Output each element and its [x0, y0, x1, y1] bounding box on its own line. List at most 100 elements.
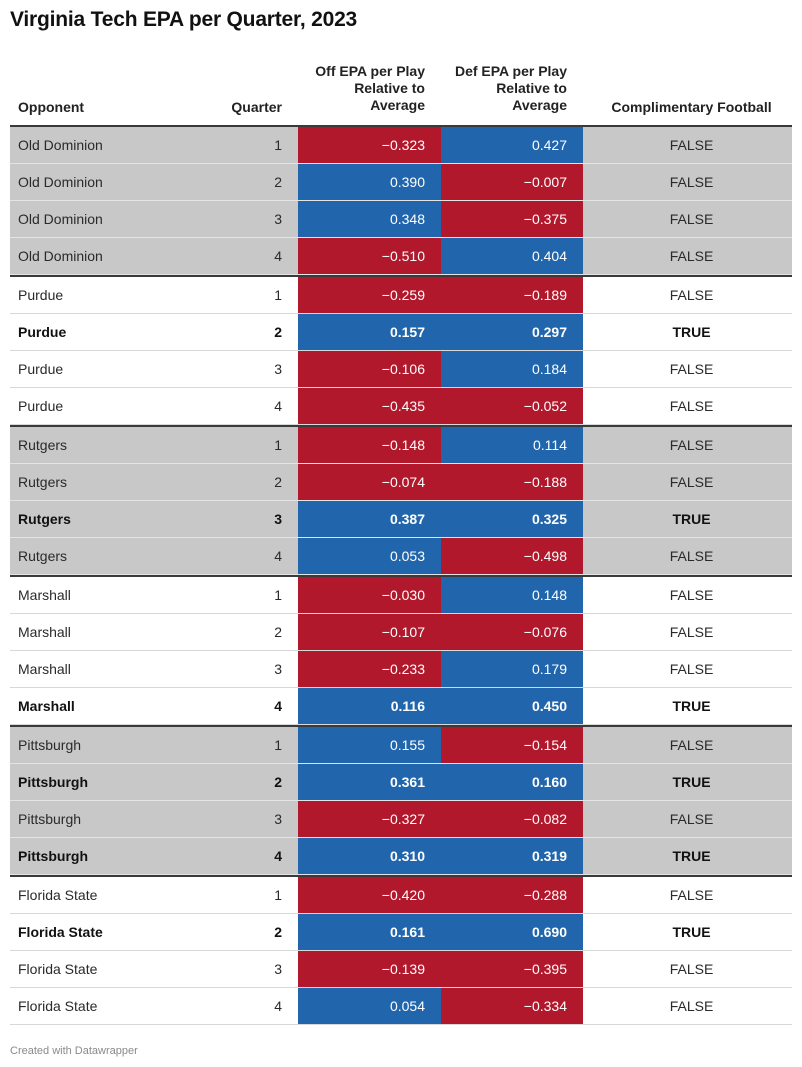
cell-def-epa: 0.114	[441, 427, 583, 463]
cell-quarter: 3	[274, 361, 282, 377]
cell-def-epa: −0.082	[441, 801, 583, 837]
cell-opponent: Rutgers	[18, 474, 68, 490]
cell-off-epa: 0.161	[298, 914, 441, 950]
cell-quarter: 4	[274, 998, 282, 1014]
cell-quarter: 4	[274, 698, 282, 714]
chart-title: Virginia Tech EPA per Quarter, 2023	[10, 8, 358, 31]
table-row: Old Dominion 4 −0.510 0.404 FALSE	[10, 238, 792, 275]
cell-quarter: 1	[274, 887, 282, 903]
cell-def-epa: 0.297	[441, 314, 583, 350]
table-row: Marshall 4 0.116 0.450 TRUE	[10, 688, 792, 725]
cell-complimentary-football: FALSE	[669, 287, 714, 303]
cell-def-epa: −0.375	[441, 201, 583, 237]
cell-opponent: Purdue	[18, 361, 64, 377]
table-row: Marshall 3 −0.233 0.179 FALSE	[10, 651, 792, 688]
cell-off-epa: −0.510	[298, 238, 441, 274]
cell-quarter: 4	[274, 248, 282, 264]
footer-credit: Created with Datawrapper	[10, 1045, 138, 1057]
cell-quarter: 1	[274, 137, 282, 153]
cell-off-epa: 0.116	[298, 688, 441, 724]
cell-quarter: 1	[274, 587, 282, 603]
cell-off-epa: −0.030	[298, 577, 441, 613]
cell-def-epa: −0.188	[441, 464, 583, 500]
cell-opponent: Marshall	[18, 698, 75, 714]
cell-opponent: Old Dominion	[18, 248, 103, 264]
cell-def-epa: 0.319	[441, 838, 583, 874]
cell-quarter: 4	[274, 398, 282, 414]
cell-opponent: Purdue	[18, 324, 67, 340]
table-row: Florida State 3 −0.139 −0.395 FALSE	[10, 951, 792, 988]
column-header-complimentary-football: Complimentary Football	[611, 99, 772, 115]
cell-off-epa: 0.361	[298, 764, 441, 800]
cell-def-epa: −0.154	[441, 727, 583, 763]
table-row: Purdue 3 −0.106 0.184 FALSE	[10, 351, 792, 388]
cell-def-epa: 0.148	[441, 577, 583, 613]
cell-off-epa: 0.157	[298, 314, 441, 350]
cell-def-epa: −0.288	[441, 877, 583, 913]
cell-opponent: Marshall	[18, 624, 71, 640]
table-row: Rutgers 2 −0.074 −0.188 FALSE	[10, 464, 792, 501]
cell-off-epa: −0.259	[298, 277, 441, 313]
cell-complimentary-football: FALSE	[669, 211, 714, 227]
column-header-def-epa: Def EPA per Play Relative to Average	[454, 63, 567, 113]
table-row: Florida State 1 −0.420 −0.288 FALSE	[10, 875, 792, 914]
cell-complimentary-football: TRUE	[672, 774, 711, 790]
cell-complimentary-football: FALSE	[669, 361, 714, 377]
cell-def-epa: −0.498	[441, 538, 583, 574]
table-row: Rutgers 4 0.053 −0.498 FALSE	[10, 538, 792, 575]
cell-off-epa: −0.106	[298, 351, 441, 387]
table-row: Rutgers 1 −0.148 0.114 FALSE	[10, 425, 792, 464]
cell-quarter: 2	[274, 624, 282, 640]
cell-off-epa: −0.327	[298, 801, 441, 837]
cell-def-epa: 0.179	[441, 651, 583, 687]
cell-def-epa: −0.334	[441, 988, 583, 1024]
cell-quarter: 4	[274, 848, 282, 864]
cell-quarter: 2	[274, 774, 282, 790]
cell-complimentary-football: FALSE	[669, 624, 714, 640]
column-header-off-epa: Off EPA per Play Relative to Average	[315, 63, 425, 113]
cell-def-epa: 0.404	[441, 238, 583, 274]
cell-opponent: Purdue	[18, 287, 64, 303]
cell-def-epa: −0.007	[441, 164, 583, 200]
cell-quarter: 1	[274, 437, 282, 453]
cell-quarter: 3	[274, 811, 282, 827]
table-row: Old Dominion 3 0.348 −0.375 FALSE	[10, 201, 792, 238]
cell-opponent: Florida State	[18, 924, 103, 940]
cell-opponent: Florida State	[18, 961, 98, 977]
cell-def-epa: −0.395	[441, 951, 583, 987]
cell-off-epa: −0.074	[298, 464, 441, 500]
table-row: Pittsburgh 4 0.310 0.319 TRUE	[10, 838, 792, 875]
cell-quarter: 2	[274, 474, 282, 490]
cell-off-epa: −0.420	[298, 877, 441, 913]
table-row: Pittsburgh 3 −0.327 −0.082 FALSE	[10, 801, 792, 838]
cell-quarter: 2	[274, 324, 282, 340]
table-row: Purdue 4 −0.435 −0.052 FALSE	[10, 388, 792, 425]
cell-def-epa: 0.450	[441, 688, 583, 724]
cell-complimentary-football: FALSE	[669, 437, 714, 453]
epa-table: Old Dominion 1 −0.323 0.427 FALSE Old Dominio…	[10, 125, 792, 1025]
cell-opponent: Rutgers	[18, 511, 71, 527]
cell-quarter: 3	[274, 961, 282, 977]
cell-complimentary-football: FALSE	[669, 811, 714, 827]
table-row: Florida State 4 0.054 −0.334 FALSE	[10, 988, 792, 1025]
cell-opponent: Florida State	[18, 887, 98, 903]
cell-complimentary-football: TRUE	[672, 511, 711, 527]
cell-complimentary-football: TRUE	[672, 924, 711, 940]
cell-off-epa: 0.387	[298, 501, 441, 537]
table-row: Florida State 2 0.161 0.690 TRUE	[10, 914, 792, 951]
table-row: Purdue 2 0.157 0.297 TRUE	[10, 314, 792, 351]
column-header-opponent: Opponent	[18, 99, 85, 115]
cell-opponent: Pittsburgh	[18, 848, 88, 864]
cell-off-epa: −0.323	[298, 127, 441, 163]
cell-complimentary-football: FALSE	[669, 137, 714, 153]
cell-complimentary-football: TRUE	[672, 324, 711, 340]
cell-quarter: 3	[274, 211, 282, 227]
cell-opponent: Pittsburgh	[18, 737, 82, 753]
cell-complimentary-football: TRUE	[672, 698, 711, 714]
cell-def-epa: 0.427	[441, 127, 583, 163]
cell-off-epa: 0.155	[298, 727, 441, 763]
cell-opponent: Purdue	[18, 398, 64, 414]
cell-complimentary-football: FALSE	[669, 174, 714, 190]
cell-def-epa: −0.052	[441, 388, 583, 424]
table-row: Pittsburgh 1 0.155 −0.154 FALSE	[10, 725, 792, 764]
